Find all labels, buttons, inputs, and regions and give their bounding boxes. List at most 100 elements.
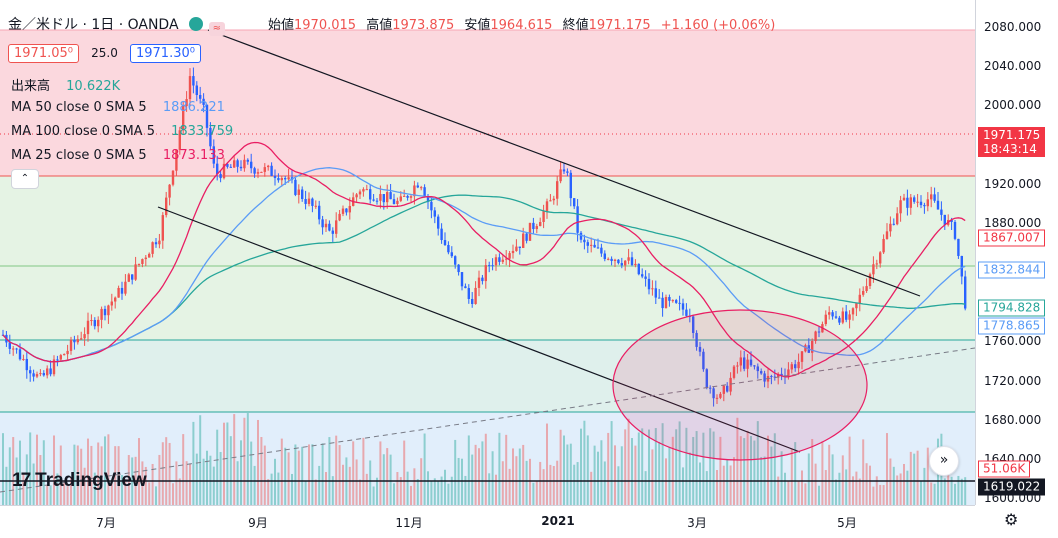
- legend-ma100[interactable]: MA 100 close 0 SMA 5 1833.759: [11, 124, 233, 139]
- candle-body: [780, 373, 783, 376]
- candle-body: [923, 205, 926, 207]
- candle-body: [834, 316, 838, 318]
- candle-body: [814, 331, 817, 342]
- candle-body: [277, 178, 280, 181]
- volume-bar: [926, 447, 929, 505]
- settings-gear-icon[interactable]: ⚙: [1004, 510, 1019, 529]
- candle-body: [726, 385, 729, 392]
- volume-bar: [501, 461, 504, 505]
- candle-body: [736, 365, 739, 367]
- candle-body: [107, 305, 110, 316]
- volume-bar: [930, 482, 933, 505]
- candle-body: [593, 244, 596, 248]
- volume-bar: [675, 429, 678, 505]
- volume-bar: [535, 480, 538, 505]
- buy-button[interactable]: 1971.30⁰: [129, 44, 201, 63]
- candle-body: [161, 215, 164, 241]
- volume-bar: [369, 460, 372, 505]
- volume-bar: [250, 441, 253, 505]
- volume-bar: [229, 436, 232, 505]
- volume-bar: [617, 466, 620, 505]
- candle-body: [137, 263, 141, 265]
- candle-body: [882, 238, 885, 253]
- volume-bar: [291, 473, 293, 505]
- chart-pane[interactable]: 金／米ドル · 1日 · OANDA ≈ 始値1970.015 高値1973.8…: [0, 0, 975, 505]
- volume-bar: [627, 418, 630, 505]
- legend-collapse-button[interactable]: ⌃: [11, 169, 39, 189]
- price-axis[interactable]: 2080.000 2040.000 2000.000 1920.000 1880…: [975, 0, 1058, 505]
- volume-bar: [175, 461, 178, 505]
- candle-body: [508, 253, 511, 259]
- candle-body: [858, 294, 861, 304]
- legend-ma50[interactable]: MA 50 close 0 SMA 5 1886.221: [11, 100, 225, 115]
- ohlc-low: 1964.615: [490, 18, 553, 33]
- candle-body: [392, 199, 396, 204]
- volume-bar: [756, 421, 759, 505]
- volume-bar: [49, 485, 52, 505]
- volume-bar: [396, 472, 399, 505]
- candle-body: [817, 331, 821, 333]
- volume-bar: [620, 446, 623, 505]
- candle-body: [865, 286, 868, 291]
- volume-bar: [753, 440, 756, 505]
- ohlc-high: 1973.875: [392, 18, 455, 33]
- ohlc-close-key: 終値: [562, 18, 589, 33]
- volume-bar: [240, 440, 242, 505]
- candle-body: [695, 332, 698, 347]
- candle-body: [154, 242, 158, 245]
- candle-body: [811, 341, 814, 353]
- legend-volume[interactable]: 出来高 10.622K: [11, 75, 120, 94]
- candle-body: [131, 274, 134, 280]
- candle-body: [124, 281, 127, 294]
- scroll-to-realtime-button[interactable]: »: [929, 446, 959, 476]
- candle-body: [746, 359, 749, 369]
- price-tick: 1880.000: [984, 216, 1042, 230]
- candle-body: [610, 258, 613, 261]
- volume-bar: [916, 450, 919, 505]
- candle-body: [559, 169, 562, 182]
- sell-button[interactable]: 1971.05⁰: [8, 44, 79, 63]
- volume-bar: [25, 454, 28, 505]
- candle-body: [341, 208, 345, 214]
- candle-body: [304, 199, 307, 204]
- candle-body: [494, 257, 498, 266]
- candle-body: [749, 359, 753, 366]
- volume-bar: [804, 483, 807, 505]
- candle-body: [532, 222, 535, 230]
- price-chart[interactable]: [0, 0, 975, 505]
- volume-bar: [593, 445, 596, 505]
- candle-body: [556, 181, 559, 199]
- candle-body: [219, 174, 222, 179]
- ohlc-change: +1.160 (+0.06%): [660, 18, 776, 33]
- candle-body: [324, 223, 328, 228]
- candle-body: [73, 339, 76, 343]
- volume-bar: [651, 449, 654, 505]
- compare-icon[interactable]: ≈: [208, 22, 225, 36]
- volume-bar: [182, 434, 185, 505]
- symbol-title[interactable]: 金／米ドル · 1日 · OANDA: [8, 17, 179, 33]
- candle-body: [188, 76, 192, 100]
- volume-bar: [406, 471, 409, 505]
- candle-body: [185, 99, 188, 107]
- volume-bar: [202, 458, 205, 505]
- volume-bar: [138, 438, 140, 505]
- time-axis[interactable]: 7月 9月 11月 2021 3月 5月: [0, 505, 975, 538]
- tradingview-logo[interactable]: 17 TradingView: [12, 470, 147, 492]
- legend-ma25[interactable]: MA 25 close 0 SMA 5 1873.133: [11, 148, 225, 163]
- candle-body: [488, 265, 491, 267]
- candle-body: [426, 196, 430, 202]
- candle-body: [760, 371, 763, 374]
- candle-body: [845, 311, 848, 320]
- tradingview-logo-icon: 17: [12, 470, 31, 491]
- candle-body: [913, 197, 916, 202]
- candle-body: [90, 320, 93, 322]
- candle-body: [471, 298, 474, 305]
- candle-body: [365, 189, 368, 191]
- candle-body: [229, 166, 232, 168]
- volume-bar: [716, 470, 718, 505]
- volume-bar: [365, 473, 368, 505]
- candle-body: [692, 316, 695, 333]
- candle-body: [664, 296, 668, 309]
- candle-body: [440, 228, 443, 241]
- volume-bar: [427, 471, 429, 505]
